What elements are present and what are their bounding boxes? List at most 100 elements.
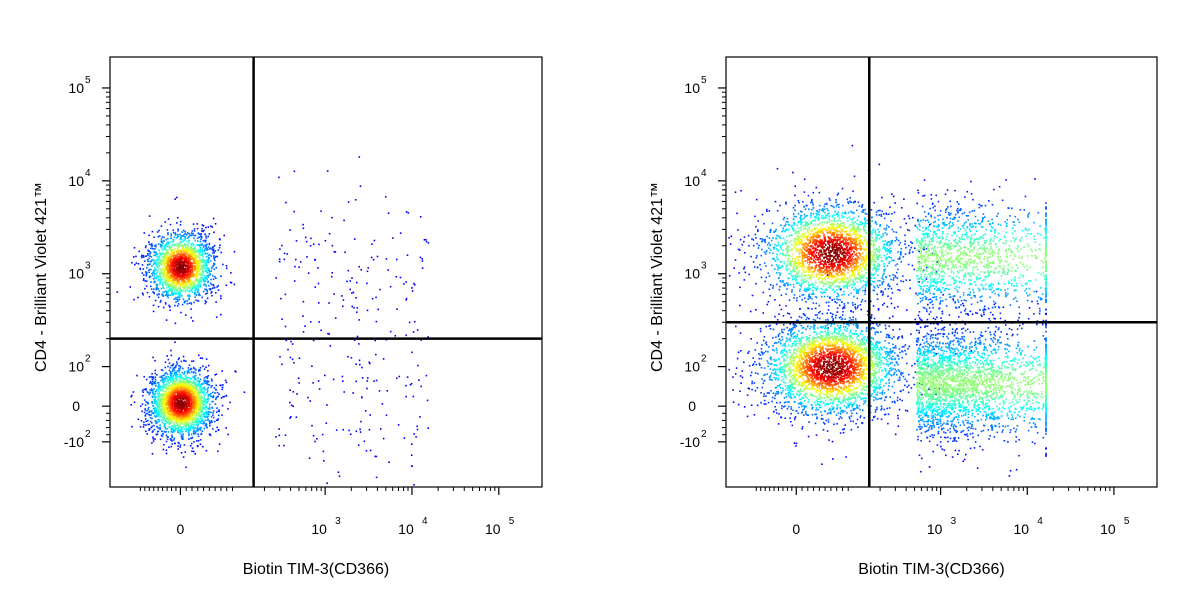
data-point — [182, 250, 185, 252]
data-point — [180, 253, 182, 256]
data-point — [186, 417, 189, 419]
data-point — [305, 240, 308, 243]
data-point — [375, 353, 377, 356]
data-point — [158, 394, 160, 397]
data-point — [812, 220, 814, 222]
data-point — [201, 382, 204, 385]
y-tick-label: 10 — [68, 359, 84, 375]
data-point — [195, 394, 198, 396]
data-point — [142, 254, 145, 257]
data-point — [168, 391, 170, 393]
data-point — [171, 288, 174, 291]
data-point — [278, 176, 280, 179]
data-point — [795, 280, 797, 282]
data-point — [171, 390, 174, 392]
data-point — [185, 392, 188, 394]
data-point — [178, 401, 181, 403]
data-point — [178, 442, 180, 444]
data-point — [203, 416, 206, 419]
data-point — [170, 354, 173, 357]
plot-frame — [725, 56, 1158, 488]
data-point — [176, 254, 179, 256]
data-point — [187, 383, 190, 386]
data-point — [184, 391, 187, 393]
data-point — [189, 263, 192, 265]
data-point — [290, 340, 292, 343]
data-point — [187, 262, 190, 264]
data-point — [216, 391, 219, 394]
data-point — [204, 288, 206, 291]
data-point — [160, 272, 162, 274]
data-point — [824, 279, 827, 281]
data-point — [179, 233, 181, 236]
data-point — [184, 230, 186, 233]
data-point — [171, 435, 173, 438]
data-point — [150, 382, 153, 384]
data-point — [197, 435, 200, 438]
data-point — [166, 265, 169, 267]
data-point — [181, 399, 183, 401]
data-point — [180, 388, 182, 391]
data-point — [166, 295, 168, 297]
data-point — [149, 416, 152, 419]
data-point — [221, 404, 224, 407]
data-point — [153, 245, 156, 247]
data-point — [185, 275, 188, 277]
data-point — [178, 410, 180, 413]
data-point — [342, 299, 345, 301]
data-point — [197, 248, 199, 251]
data-point — [191, 266, 193, 269]
data-point — [168, 379, 170, 382]
data-point — [153, 291, 155, 294]
data-point — [826, 289, 828, 291]
data-point — [161, 278, 163, 280]
data-point — [162, 417, 164, 419]
data-point — [192, 366, 195, 369]
data-point — [149, 382, 151, 384]
data-point — [182, 435, 184, 438]
data-point — [143, 260, 146, 262]
data-point — [197, 404, 199, 407]
data-point — [147, 408, 149, 410]
data-point — [143, 375, 145, 378]
data-point — [788, 272, 790, 275]
data-point — [196, 402, 198, 405]
data-point — [183, 280, 185, 283]
data-point — [174, 279, 176, 281]
data-point — [168, 412, 170, 414]
data-point — [182, 423, 185, 425]
data-point — [425, 238, 427, 241]
data-point — [186, 285, 188, 287]
data-point — [161, 259, 163, 262]
data-point — [211, 246, 214, 249]
data-point — [182, 290, 184, 292]
data-point — [199, 386, 202, 388]
data-point — [158, 383, 160, 386]
data-point — [151, 273, 153, 275]
data-point — [147, 254, 149, 257]
data-point — [194, 387, 197, 390]
data-point — [160, 419, 163, 421]
data-point — [182, 383, 184, 385]
data-point — [165, 452, 168, 455]
data-point — [154, 273, 157, 276]
data-point — [427, 336, 429, 338]
data-point — [133, 298, 135, 301]
data-point — [358, 265, 360, 268]
data-point — [170, 386, 173, 389]
data-point — [170, 394, 173, 396]
data-point — [188, 263, 190, 265]
data-point — [146, 409, 148, 412]
data-point — [171, 384, 173, 386]
data-point — [179, 394, 182, 397]
data-point — [153, 273, 156, 275]
data-point — [144, 246, 147, 249]
data-point — [149, 253, 151, 255]
data-point — [173, 437, 176, 440]
data-point — [215, 396, 218, 399]
data-point — [187, 245, 189, 248]
data-point — [217, 284, 219, 287]
x-tick-exponent: 5 — [509, 516, 515, 527]
data-point — [170, 349, 172, 352]
data-point — [358, 343, 360, 345]
